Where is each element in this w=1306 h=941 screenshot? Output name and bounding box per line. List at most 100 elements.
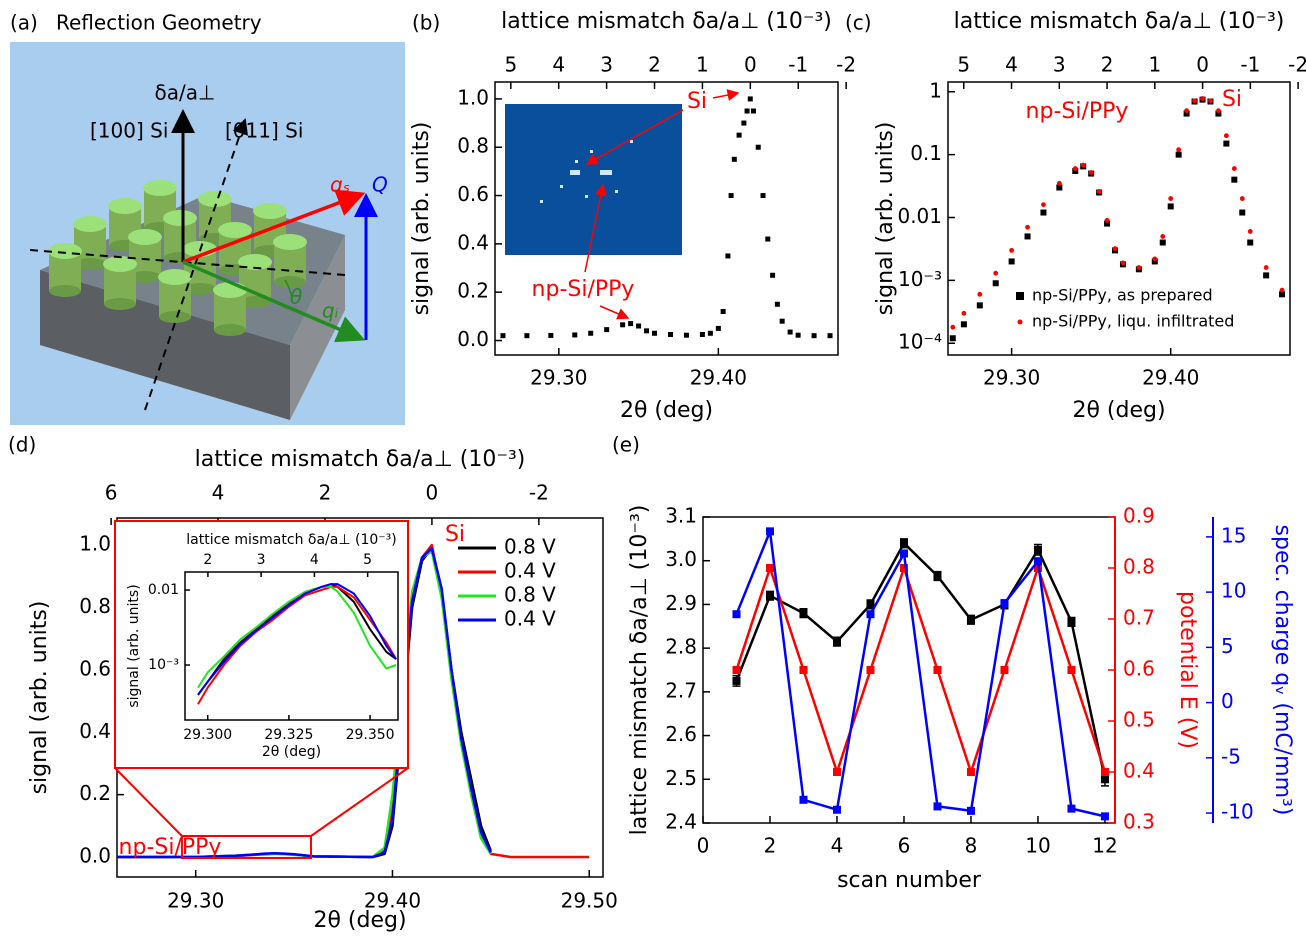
point — [715, 325, 721, 331]
x2-tick-label: 5 — [504, 53, 517, 77]
slab-side — [290, 235, 345, 420]
point — [628, 321, 634, 327]
series-line — [197, 585, 397, 689]
point — [620, 322, 626, 328]
series-line — [735, 541, 1107, 780]
legend-label: np-Si/PPy, as prepared — [1032, 286, 1213, 305]
point — [548, 332, 554, 338]
point — [747, 96, 753, 102]
x-tick-label: 6 — [898, 834, 911, 858]
y-tick-label: 10⁻³ — [898, 267, 942, 291]
annotation: Si — [445, 522, 465, 547]
point — [966, 768, 975, 776]
x-tick-label: 29.50 — [561, 889, 618, 913]
point — [832, 637, 841, 646]
point — [524, 333, 530, 339]
x2-tick-label: 0 — [426, 481, 439, 505]
point — [1067, 666, 1076, 674]
point — [1152, 256, 1158, 262]
x-tick-label: 29.30 — [983, 366, 1040, 390]
point — [1247, 239, 1254, 246]
point — [1200, 96, 1205, 101]
y-axis-label: signal (arb. units) — [27, 601, 52, 795]
x2-tick-label: 0 — [1196, 53, 1209, 77]
panel-label: (e) — [612, 433, 640, 457]
point — [1160, 234, 1166, 239]
y-tick-label: 2.7 — [665, 678, 697, 702]
point — [1040, 209, 1047, 216]
point — [774, 301, 780, 307]
label-100: [100] Si — [90, 119, 168, 143]
point — [795, 332, 801, 338]
angle-arc — [284, 279, 293, 301]
point — [1136, 265, 1142, 270]
vector-qi — [182, 260, 366, 343]
y2-tick-label: 0.8 — [1123, 555, 1155, 579]
point — [992, 280, 999, 287]
x2-axis-label: lattice mismatch δa/a⊥ (10⁻³) — [186, 532, 396, 548]
point — [644, 328, 650, 334]
point — [950, 324, 956, 330]
point — [667, 331, 673, 337]
annotation: np-Si/PPy — [532, 277, 635, 302]
point — [961, 310, 967, 316]
point — [1231, 176, 1238, 183]
point — [832, 768, 841, 776]
point — [1104, 217, 1110, 223]
x2-tick-label: 5 — [957, 53, 970, 77]
series-line — [197, 585, 397, 705]
y-tick-label: 0.01 — [897, 204, 942, 228]
x-axis-label: scan number — [837, 868, 982, 893]
x2-tick-label: 5 — [363, 552, 372, 568]
y-tick-label: 10⁻³ — [148, 657, 179, 673]
series-line — [735, 530, 1106, 818]
label-011: [011] Si — [225, 119, 303, 143]
y-axis-label: signal (arb. units) — [126, 584, 142, 707]
x2-tick-label: 4 — [552, 53, 565, 77]
annotation-arrow — [599, 305, 630, 320]
point — [1215, 110, 1222, 117]
y3-tick-label: -5 — [1221, 744, 1241, 768]
point — [866, 600, 875, 609]
y-tick-label: 10⁻⁴ — [898, 330, 942, 354]
x2-tick-label: 4 — [212, 481, 225, 505]
x-tick-label: 10 — [1025, 834, 1050, 858]
panel-label: (d) — [8, 433, 36, 457]
y-axis-label: lattice mismatch δa/a⊥ (10⁻³) — [627, 505, 652, 836]
point — [1067, 804, 1076, 813]
y2-tick-label: 0.4 — [1123, 759, 1155, 783]
point — [1239, 209, 1246, 216]
zoom-box — [180, 835, 313, 859]
y3-tick-label: 5 — [1221, 634, 1234, 658]
x-axis-label: 2θ (deg) — [620, 398, 713, 423]
point — [1247, 229, 1253, 234]
point — [799, 666, 808, 674]
y-tick-label: 3.1 — [665, 504, 697, 528]
x-tick-label: 4 — [831, 834, 844, 858]
point — [779, 318, 785, 324]
point — [500, 333, 506, 339]
point — [1080, 162, 1086, 168]
point — [760, 193, 766, 199]
x2-tick-label: 2 — [1101, 53, 1114, 77]
point — [832, 805, 841, 814]
y-tick-label: 0.8 — [457, 134, 489, 158]
point — [949, 335, 956, 342]
annotation: Si — [687, 89, 707, 114]
point — [1112, 246, 1118, 252]
label-qi: qᵢ — [322, 299, 339, 323]
point — [1009, 247, 1015, 253]
point — [899, 564, 908, 572]
zoom-connector — [310, 767, 409, 837]
point — [744, 108, 750, 114]
y-tick-label: 2.6 — [665, 722, 697, 746]
y-tick-label: 0.4 — [457, 230, 489, 254]
point — [736, 132, 742, 138]
point — [604, 327, 610, 333]
point — [1167, 203, 1174, 210]
point — [799, 795, 808, 804]
point — [1176, 147, 1182, 153]
vector-qs — [182, 189, 366, 264]
point — [1223, 140, 1230, 147]
point — [1100, 768, 1109, 776]
